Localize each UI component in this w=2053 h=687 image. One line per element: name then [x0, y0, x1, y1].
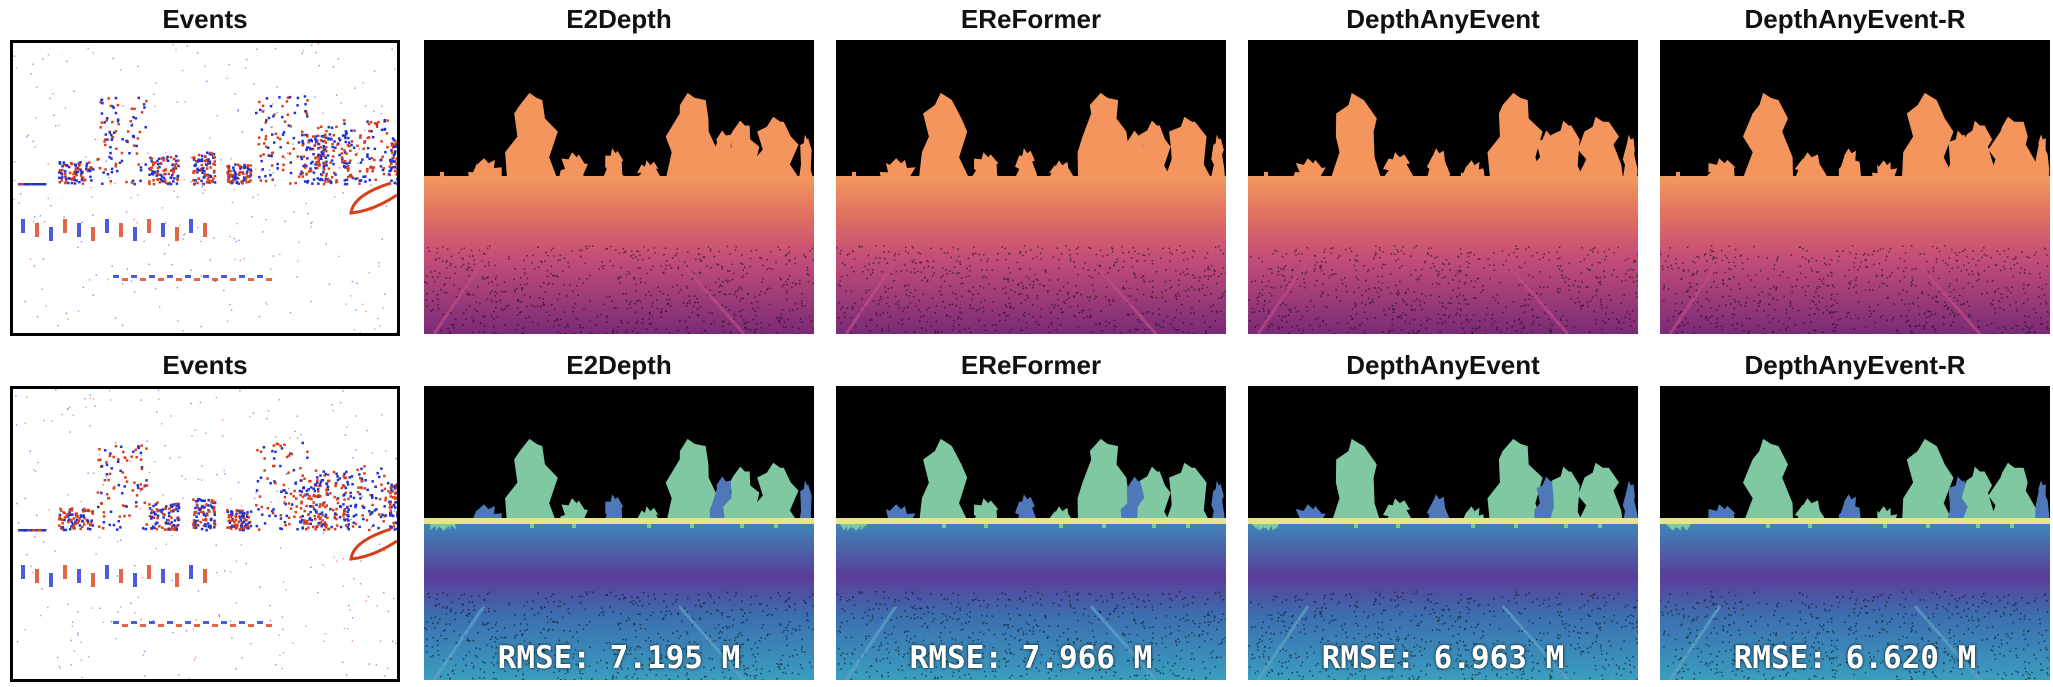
- error-image: RMSE: 7.195 M: [424, 386, 814, 680]
- rmse-label: RMSE: 6.963 M: [1321, 640, 1565, 676]
- error-image: RMSE: 6.963 M: [1248, 386, 1638, 680]
- panel-title: Events: [162, 350, 248, 380]
- depth-image: [1660, 40, 2050, 334]
- panel-title: DepthAnyEvent-R: [1744, 4, 1966, 34]
- error-image: RMSE: 7.966 M: [836, 386, 1226, 680]
- panel-title: Events: [162, 4, 248, 34]
- panel-title: EReFormer: [960, 350, 1102, 380]
- panel-title: DepthAnyEvent: [1346, 4, 1540, 34]
- panel-title: E2Depth: [566, 350, 672, 380]
- panel-title: DepthAnyEvent-R: [1744, 350, 1966, 380]
- panel-title: DepthAnyEvent: [1346, 350, 1540, 380]
- error-image: RMSE: 6.620 M: [1660, 386, 2050, 680]
- panel-title: EReFormer: [960, 4, 1102, 34]
- rmse-label: RMSE: 7.195 M: [497, 640, 741, 676]
- panel-title: E2Depth: [566, 4, 672, 34]
- events-image: [10, 386, 400, 682]
- depth-image: [836, 40, 1226, 334]
- rmse-label: RMSE: 7.966 M: [909, 640, 1153, 676]
- events-image: [10, 40, 400, 336]
- rmse-label: RMSE: 6.620 M: [1733, 640, 1977, 676]
- depth-image: [1248, 40, 1638, 334]
- depth-image: [424, 40, 814, 334]
